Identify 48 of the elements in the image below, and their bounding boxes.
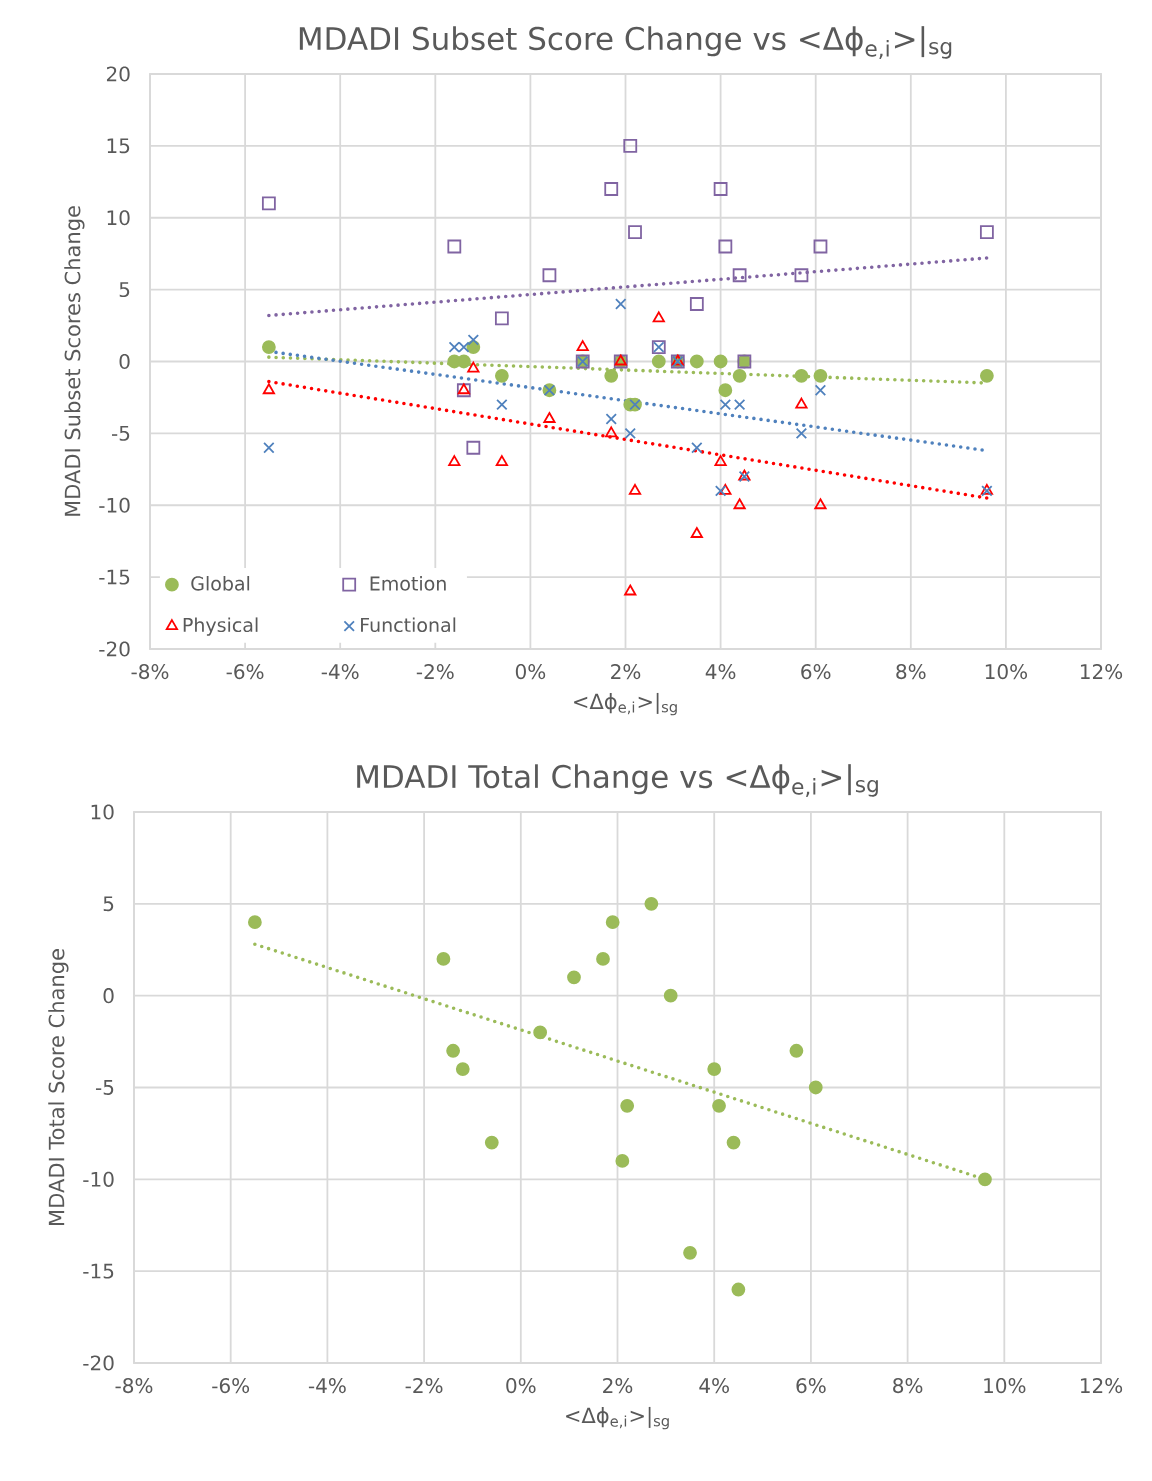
y-tick-label: 15 (107, 138, 130, 154)
x-tick-label: 4% (705, 664, 736, 680)
x-tick-label: 6% (796, 1378, 826, 1394)
x-tick-label: -8% (131, 664, 169, 680)
y-tick-label: -10 (99, 497, 130, 513)
x-tick-label: 2% (611, 664, 641, 680)
y-tick-label: -20 (99, 641, 130, 657)
x-tick-label: 8% (893, 1378, 923, 1394)
x-tick-label: 12% (1080, 664, 1123, 680)
x-tick-label: 6% (801, 664, 831, 680)
x-tick-label: -4% (321, 664, 359, 680)
legend-label: Emotion (370, 575, 446, 591)
y-tick-label: -5 (111, 425, 130, 441)
x-tick-label: 4% (699, 1378, 729, 1394)
y-tick-label: 0 (119, 353, 130, 370)
y-tick-label: 10 (107, 210, 130, 226)
y-tick-label: 5 (103, 896, 114, 912)
x-tick-label: 10% (984, 1378, 1026, 1394)
y-axis-title: MDADI Total Score Change (48, 949, 69, 1225)
x-tick-label: -6% (212, 1378, 250, 1394)
y-tick-label: -15 (99, 569, 130, 585)
x-axis-title: <Δϕ$_{e,i}$>|$_{sg}$ (566, 1406, 669, 1430)
x-tick-label: 0% (515, 664, 546, 680)
y-tick-label: -5 (95, 1080, 114, 1095)
legend-label: Global (191, 575, 250, 591)
y-axis-title: MDADI Subset Scores Change (64, 206, 85, 516)
x-tick-label: 0% (506, 1378, 536, 1394)
x-tick-label: -6% (226, 664, 264, 680)
x-tick-label: 10% (985, 664, 1028, 680)
x-tick-label: 8% (896, 664, 926, 680)
chart-title: MDADI Subset Score Change vs <Δϕ$_{e,i}$>|$_{sg}$ (299, 26, 952, 59)
y-tick-label: -15 (83, 1263, 114, 1279)
legend-label: Functional (361, 617, 456, 633)
chart-title: MDADI Total Change vs <Δϕ$_{e,i}$>|$_{sg}$ (357, 764, 878, 797)
y-tick-label: 5 (119, 282, 130, 298)
y-tick-label: -10 (83, 1171, 114, 1187)
y-tick-label: 0 (103, 988, 114, 1004)
y-tick-label: 20 (106, 66, 130, 82)
y-tick-label: -20 (83, 1355, 114, 1371)
y-tick-label: 10 (91, 804, 114, 820)
x-tick-label: -8% (115, 1378, 153, 1394)
x-tick-label: -2% (416, 664, 454, 680)
x-tick-label: 12% (1080, 1378, 1123, 1394)
x-axis-title: <Δϕ$_{e,i}$>|$_{sg}$ (574, 692, 677, 716)
legend-label: Physical (183, 617, 258, 636)
x-tick-label: -2% (405, 1378, 443, 1394)
x-tick-label: -4% (308, 1378, 346, 1394)
x-tick-label: 2% (603, 1378, 633, 1394)
